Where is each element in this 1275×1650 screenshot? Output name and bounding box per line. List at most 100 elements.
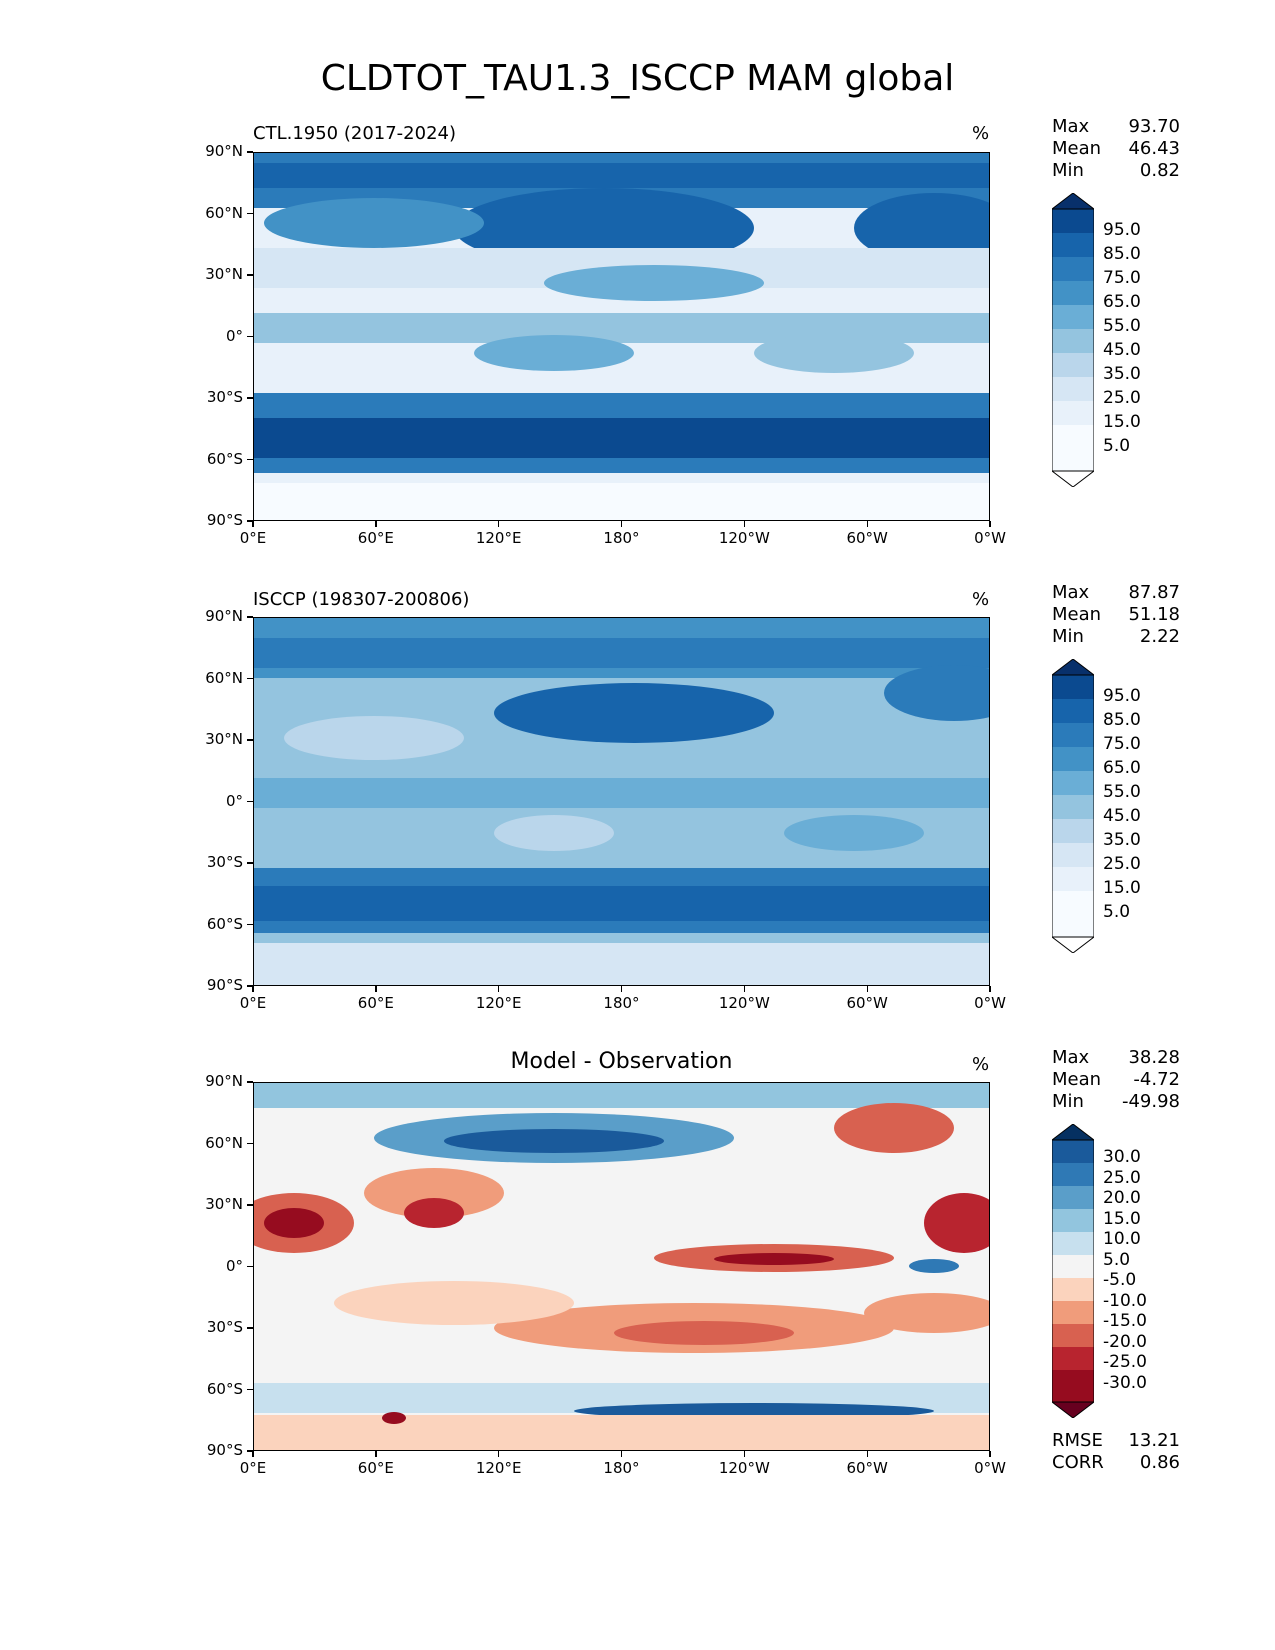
stat-min-value: 0.82 [1139,160,1180,181]
x-tick-label: 0°W [974,1459,1006,1477]
x-tickmark [252,1451,254,1457]
stat-mean-value: 46.43 [1128,138,1180,159]
stat-min-value: -49.98 [1121,1091,1180,1112]
x-tickmark [498,1451,500,1457]
x-tickmark [375,1451,377,1457]
y-tick-label: 60°S [206,914,243,933]
colorbar-tick-label: 85.0 [1103,710,1141,730]
y-tick-label: 30°N [205,265,243,283]
stat-max-value: 38.28 [1128,1047,1180,1068]
figure-title: CLDTOT_TAU1.3_ISCCP MAM global [320,58,955,99]
stat-min-value: 2.22 [1139,626,1180,647]
colorbar-tick-label: 25.0 [1103,854,1141,874]
colorbar-tick-label: 95.0 [1103,220,1141,240]
y-tickmark [247,616,253,618]
y-tickmark [247,274,253,276]
x-tick-label: 120°E [475,529,522,547]
colorbar-tick-label: 65.0 [1103,292,1141,312]
x-tick-label: 120°W [718,1459,770,1477]
colorbar-tick-label: 10.0 [1103,1229,1141,1249]
y-tickmark [247,1265,253,1268]
panel2-colorbar [1050,658,1096,957]
colorbar-tick-label: 15.0 [1103,412,1141,432]
x-tickmark [375,986,377,992]
colorbar-tick-label: 15.0 [1103,878,1141,898]
y-tick-label: 90°S [206,1441,243,1459]
panel1-colorbar-bar [1050,192,1096,488]
y-tickmark [247,151,253,153]
y-tickmark [247,1142,253,1145]
panel1-stats: Max 93.70 Mean 46.43 Min 0.82 [1052,116,1180,182]
colorbar-tick-label: -15.0 [1103,1311,1147,1331]
panel3-title: Model - Observation [510,1049,733,1074]
y-tick-label: 30°N [205,730,243,748]
y-tickmark [247,800,253,803]
colorbar-tick-label: 85.0 [1103,244,1141,264]
x-tick-label: 120°E [475,1459,522,1477]
x-tick-label: 60°E [357,1459,394,1477]
x-tick-label: 180° [603,529,640,547]
panel1-title: CTL.1950 (2017-2024) [253,123,457,144]
x-tick-label: 60°E [357,529,394,547]
colorbar-tick-label: 25.0 [1103,388,1141,408]
stat-max-label: Max [1052,582,1090,603]
y-tick-label: 60°N [205,1133,243,1152]
panel3-stats: Max 38.28 Mean -4.72 Min -49.98 [1052,1047,1180,1113]
x-tick-label: 60°W [846,994,888,1012]
x-tick-label: 60°E [357,994,394,1012]
x-tickmark [866,986,868,992]
y-tick-label: 30°N [205,1195,243,1213]
y-tickmark [247,1388,253,1391]
stat-max-label: Max [1052,116,1090,137]
panel3-colorbar [1050,1123,1096,1422]
x-tickmark [375,521,377,527]
colorbar-tick-label: 5.0 [1103,1249,1131,1270]
y-tick-label: 60°N [205,203,243,222]
y-tick-label: 30°S [206,853,243,871]
y-tick-label: 90°S [206,976,243,994]
colorbar-tick-label: 55.0 [1103,316,1141,336]
stat-max-value: 93.70 [1128,116,1180,137]
y-tick-label: 0° [225,1256,243,1275]
stat-min-label: Min [1052,160,1084,181]
x-tick-label: 0°E [239,1459,267,1477]
y-tickmark [247,1450,253,1452]
colorbar-tick-label: -10.0 [1103,1290,1147,1311]
y-tick-label: 90°N [205,1072,243,1090]
stat-max-label: Max [1052,1047,1090,1068]
colorbar-tick-label: 15.0 [1103,1208,1141,1229]
y-tickmark [247,1327,253,1329]
x-tick-label: 180° [603,994,640,1012]
x-tick-label: 180° [603,1459,640,1477]
x-tickmark [743,521,746,527]
y-tickmark [247,739,253,741]
y-tickmark [247,212,253,215]
x-tickmark [498,986,500,992]
panel2-field [254,618,989,985]
panel3-map [253,1082,990,1451]
x-tickmark [743,986,746,992]
y-tick-label: 90°S [206,511,243,529]
panel3-field [254,1083,989,1450]
x-tickmark [989,521,991,527]
x-tickmark [252,986,254,992]
x-tick-label: 0°E [239,994,267,1012]
x-tick-label: 0°W [974,529,1006,547]
colorbar-tick-label: 95.0 [1103,686,1141,706]
colorbar-tick-label: -20.0 [1103,1331,1147,1352]
stat-min-label: Min [1052,1091,1084,1112]
colorbar-tick-label: 55.0 [1103,782,1141,802]
panel1-colorbar [1050,192,1096,491]
stat-rmse-value: 13.21 [1128,1430,1180,1451]
y-tick-label: 90°N [205,142,243,160]
panel3-colorbar-bar [1050,1123,1096,1419]
panel2-colorbar-bar [1050,658,1096,954]
colorbar-tick-label: 5.0 [1103,436,1131,456]
colorbar-tick-label: 5.0 [1103,902,1131,922]
colorbar-tick-label: 30.0 [1103,1147,1141,1167]
x-tickmark [620,521,623,527]
x-tick-label: 0°W [974,994,1006,1012]
colorbar-tick-label: -30.0 [1103,1372,1147,1393]
stat-mean-label: Mean [1052,1069,1102,1090]
y-tickmark [247,862,253,864]
